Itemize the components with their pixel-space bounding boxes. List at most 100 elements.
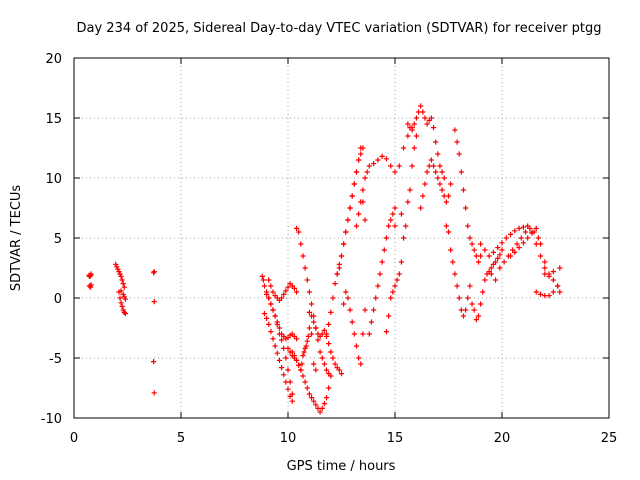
data-point — [492, 277, 499, 283]
data-point — [306, 391, 312, 397]
data-point — [118, 288, 124, 294]
data-point — [411, 121, 417, 127]
data-point — [358, 199, 364, 205]
data-point — [400, 145, 407, 151]
data-point — [467, 283, 473, 289]
data-point — [383, 156, 390, 162]
data-point — [368, 319, 375, 325]
data-point — [454, 139, 460, 145]
data-point — [478, 301, 484, 307]
data-point — [516, 245, 522, 251]
data-point — [360, 331, 366, 337]
data-point — [441, 175, 447, 181]
data-point — [497, 265, 503, 271]
x-tick-label: 25 — [601, 431, 618, 446]
data-point — [482, 277, 488, 283]
y-tick-label: 15 — [45, 112, 62, 127]
data-point — [302, 265, 308, 271]
data-point — [454, 283, 460, 289]
data-point — [366, 331, 372, 337]
data-point — [345, 217, 351, 223]
data-point — [315, 337, 321, 343]
data-point — [301, 349, 307, 355]
data-point — [356, 157, 362, 163]
data-point — [291, 353, 298, 359]
data-point — [407, 187, 413, 193]
data-point — [261, 283, 268, 289]
data-point — [278, 365, 285, 371]
data-point — [328, 349, 334, 355]
data-point — [486, 253, 492, 259]
y-axis-label: SDTVAR / TECUs — [9, 185, 24, 292]
x-tick-label: 0 — [70, 431, 78, 446]
data-point — [304, 338, 310, 344]
data-point — [321, 401, 327, 407]
data-point — [411, 145, 417, 151]
data-point — [512, 228, 518, 234]
data-point — [452, 127, 458, 133]
data-point — [499, 247, 505, 253]
data-markers — [86, 103, 563, 415]
data-point — [385, 313, 392, 319]
data-point — [285, 367, 291, 373]
data-point — [546, 273, 552, 279]
data-point — [456, 295, 462, 301]
data-point — [151, 270, 157, 276]
data-point — [260, 277, 266, 283]
data-point — [356, 355, 362, 361]
data-point — [115, 266, 121, 272]
data-point — [507, 231, 514, 237]
data-point — [119, 277, 125, 283]
data-point — [456, 151, 462, 157]
data-point — [405, 199, 411, 205]
data-point — [113, 261, 119, 267]
data-point — [119, 303, 125, 309]
data-point — [445, 229, 452, 235]
data-point — [385, 223, 392, 229]
x-tick-label: 10 — [280, 431, 297, 446]
data-point — [296, 362, 302, 368]
data-point — [300, 253, 306, 259]
data-point — [321, 327, 327, 333]
data-point — [323, 331, 330, 337]
data-point — [305, 333, 311, 339]
data-point — [439, 187, 445, 193]
data-point — [278, 337, 285, 343]
data-point — [465, 295, 471, 301]
data-point — [283, 379, 289, 385]
data-point — [332, 281, 338, 287]
data-point — [522, 229, 529, 235]
data-point — [362, 217, 368, 223]
data-point — [405, 121, 411, 127]
data-point — [537, 253, 544, 259]
data-point — [151, 299, 157, 305]
data-point — [537, 291, 544, 297]
x-tick-labels: 0 5 10 15 20 25 — [70, 431, 617, 446]
data-point — [88, 282, 94, 288]
data-point — [259, 273, 265, 279]
data-point — [418, 103, 424, 109]
data-point — [353, 169, 360, 175]
data-point — [285, 386, 291, 392]
data-point — [392, 283, 398, 289]
data-point — [326, 341, 332, 347]
data-point — [480, 289, 486, 295]
data-point — [270, 336, 276, 342]
data-point — [289, 349, 295, 355]
data-point — [118, 300, 124, 306]
data-point — [313, 367, 319, 373]
data-point — [116, 269, 122, 275]
data-point — [490, 249, 497, 255]
data-point — [390, 289, 396, 295]
data-point — [293, 357, 300, 363]
axis-ticks — [73, 57, 610, 419]
data-point — [488, 271, 494, 277]
data-point — [334, 271, 340, 277]
data-point — [328, 309, 334, 315]
data-point — [332, 361, 338, 367]
data-point — [304, 277, 310, 283]
data-point — [360, 187, 366, 193]
data-point — [358, 151, 364, 157]
data-point — [469, 241, 475, 247]
y-tick-label: 0 — [54, 292, 62, 307]
